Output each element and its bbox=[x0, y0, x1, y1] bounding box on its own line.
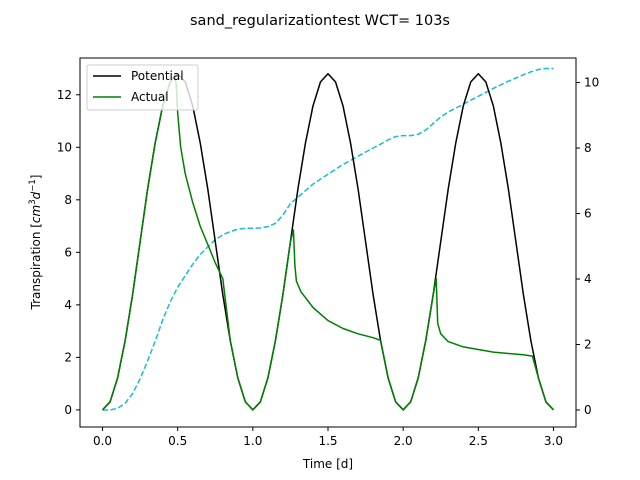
x-tick-label: 0.5 bbox=[168, 434, 187, 448]
y-left-tick-label: 2 bbox=[64, 350, 72, 364]
y-axis-label-sup1: 3 bbox=[28, 199, 38, 204]
series-line-potential bbox=[101, 73, 555, 411]
y-right-tick-label: 0 bbox=[584, 403, 592, 417]
y-left-tick-label: 0 bbox=[64, 403, 72, 417]
x-tick-label: 2.0 bbox=[394, 434, 413, 448]
series-line-actual bbox=[101, 74, 555, 411]
x-axis: 0.0 0.5 1.0 1.5 2.0 2.5 3.0 bbox=[93, 427, 563, 448]
y-axis-label-text: Transpiration [ bbox=[29, 223, 43, 310]
y-right-tick-label: 10 bbox=[584, 76, 599, 90]
y-right-tick-label: 6 bbox=[584, 207, 592, 221]
plot-area bbox=[101, 67, 555, 411]
legend-label-actual: Actual bbox=[131, 90, 169, 104]
y-right-tick-label: 2 bbox=[584, 337, 592, 351]
x-tick-label: 1.0 bbox=[243, 434, 262, 448]
y-left-tick-label: 8 bbox=[64, 193, 72, 207]
y-left-tick-label: 12 bbox=[57, 88, 72, 102]
y-axis-label-unit: cm bbox=[29, 205, 43, 223]
x-tick-label: 0.0 bbox=[93, 434, 112, 448]
y-left-tick-label: 10 bbox=[57, 140, 72, 154]
y-left-tick-label: 4 bbox=[64, 298, 72, 312]
legend-label-potential: Potential bbox=[131, 69, 184, 83]
series-line-cumulative bbox=[102, 67, 554, 411]
y-axis-label-close: ] bbox=[29, 175, 43, 180]
y-axis-right: 0 2 4 6 8 10 bbox=[576, 76, 599, 417]
plot-frame bbox=[79, 57, 577, 428]
y-axis-label-d: d bbox=[29, 191, 43, 199]
y-axis-left: 0 2 4 6 8 10 12 bbox=[57, 88, 80, 417]
y-right-tick-label: 8 bbox=[584, 141, 592, 155]
y-axis-label-sup2: −1 bbox=[28, 179, 38, 192]
x-axis-label: Time [d] bbox=[302, 457, 353, 471]
x-tick-label: 3.0 bbox=[544, 434, 563, 448]
legend: Potential Actual bbox=[86, 64, 199, 111]
y-axis-label: Transpiration [cm3d−1] bbox=[28, 175, 43, 311]
chart-title: sand_regularizationtest WCT= 103s bbox=[190, 13, 450, 29]
y-right-tick-label: 4 bbox=[584, 272, 592, 286]
x-tick-label: 2.5 bbox=[469, 434, 488, 448]
x-tick-label: 1.5 bbox=[318, 434, 337, 448]
y-left-tick-label: 6 bbox=[64, 245, 72, 259]
